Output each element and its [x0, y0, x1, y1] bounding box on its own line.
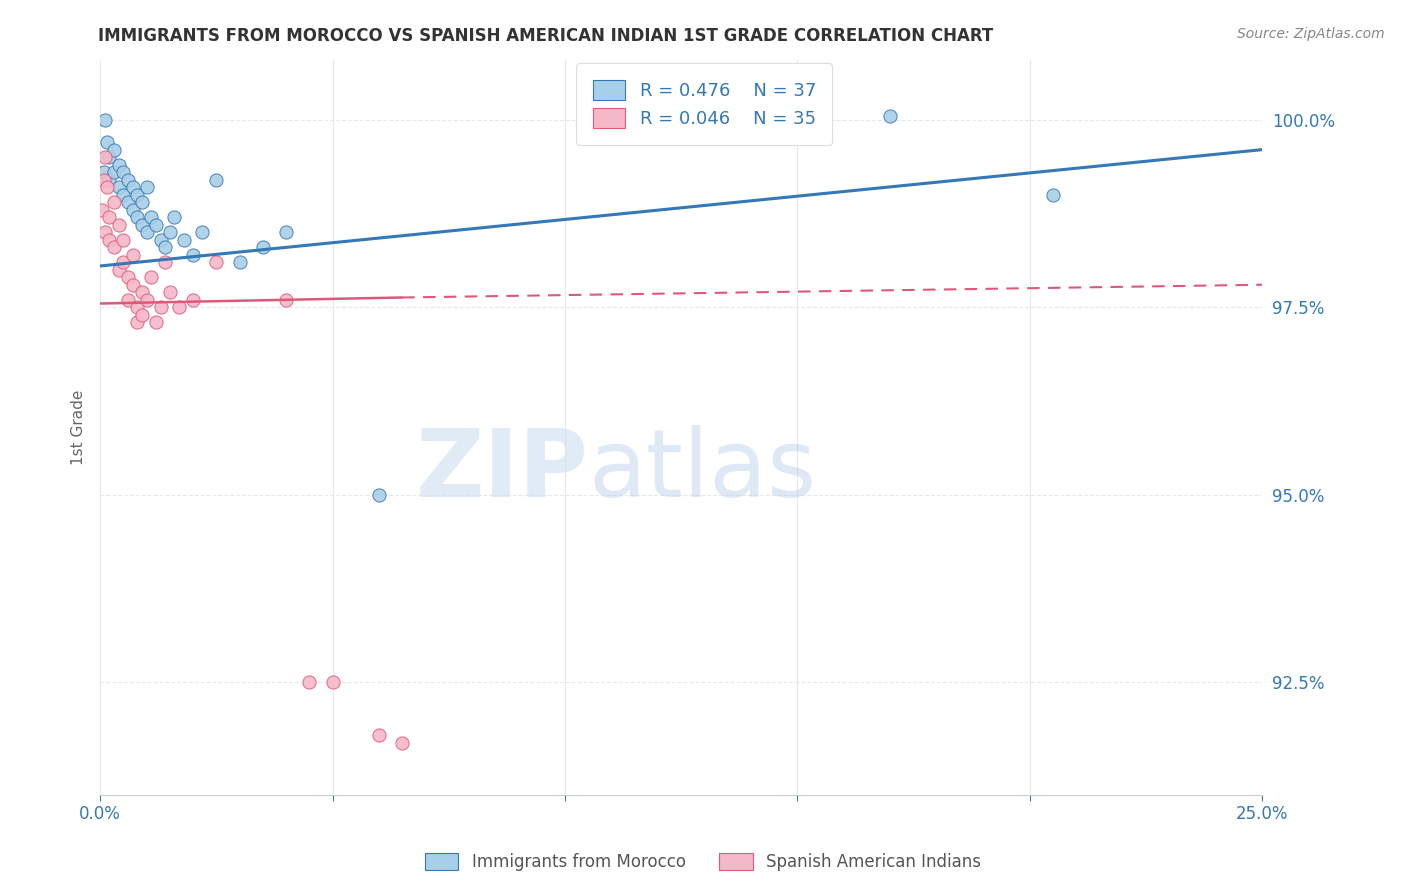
Point: [112, 255, 135, 269]
Point: [112, 233, 135, 247]
Point: [391, 735, 413, 749]
Point: [191, 225, 214, 239]
Point: [127, 210, 149, 224]
Legend: R = 0.476    N = 37, R = 0.046    N = 35: R = 0.476 N = 37, R = 0.046 N = 35: [576, 63, 832, 145]
Point: [149, 233, 172, 247]
Text: atlas: atlas: [588, 425, 817, 517]
Point: [135, 225, 157, 239]
Point: [98, 233, 121, 247]
Point: [107, 180, 129, 194]
Point: [145, 218, 167, 232]
Point: [181, 293, 204, 307]
Point: [321, 675, 343, 690]
Point: [121, 277, 143, 292]
Point: [107, 262, 129, 277]
Point: [298, 675, 321, 690]
Point: [145, 315, 167, 329]
Point: [94, 112, 117, 127]
Point: [103, 195, 125, 210]
Point: [228, 255, 250, 269]
Point: [121, 180, 143, 194]
Point: [112, 187, 135, 202]
Point: [93, 172, 115, 186]
Point: [181, 248, 204, 262]
Point: [98, 172, 121, 186]
Point: [1042, 187, 1064, 202]
Point: [127, 315, 149, 329]
Point: [163, 210, 186, 224]
Y-axis label: 1st Grade: 1st Grade: [72, 390, 86, 465]
Point: [159, 285, 181, 300]
Point: [205, 255, 228, 269]
Point: [127, 300, 149, 314]
Point: [91, 202, 114, 217]
Point: [274, 293, 297, 307]
Point: [141, 270, 163, 285]
Point: [93, 165, 115, 179]
Point: [141, 210, 163, 224]
Point: [103, 165, 125, 179]
Point: [274, 225, 297, 239]
Text: ZIP: ZIP: [415, 425, 588, 517]
Point: [159, 225, 181, 239]
Point: [368, 728, 391, 742]
Text: IMMIGRANTS FROM MOROCCO VS SPANISH AMERICAN INDIAN 1ST GRADE CORRELATION CHART: IMMIGRANTS FROM MOROCCO VS SPANISH AMERI…: [98, 27, 994, 45]
Point: [173, 233, 195, 247]
Point: [96, 135, 118, 149]
Point: [121, 202, 143, 217]
Point: [107, 158, 129, 172]
Point: [98, 210, 121, 224]
Point: [135, 293, 157, 307]
Point: [112, 165, 135, 179]
Point: [103, 143, 125, 157]
Point: [149, 300, 172, 314]
Point: [94, 150, 117, 164]
Point: [368, 488, 391, 502]
Point: [94, 225, 117, 239]
Point: [103, 240, 125, 254]
Point: [117, 195, 139, 210]
Legend: Immigrants from Morocco, Spanish American Indians: Immigrants from Morocco, Spanish America…: [416, 845, 990, 880]
Point: [107, 218, 129, 232]
Point: [131, 285, 153, 300]
Point: [153, 240, 176, 254]
Point: [98, 150, 121, 164]
Point: [131, 195, 153, 210]
Point: [121, 248, 143, 262]
Point: [96, 180, 118, 194]
Point: [117, 293, 139, 307]
Point: [205, 172, 228, 186]
Point: [117, 270, 139, 285]
Point: [131, 308, 153, 322]
Point: [153, 255, 176, 269]
Point: [117, 172, 139, 186]
Point: [127, 187, 149, 202]
Point: [252, 240, 274, 254]
Point: [167, 300, 190, 314]
Point: [131, 218, 153, 232]
Point: [879, 109, 901, 123]
Text: Source: ZipAtlas.com: Source: ZipAtlas.com: [1237, 27, 1385, 41]
Point: [135, 180, 157, 194]
